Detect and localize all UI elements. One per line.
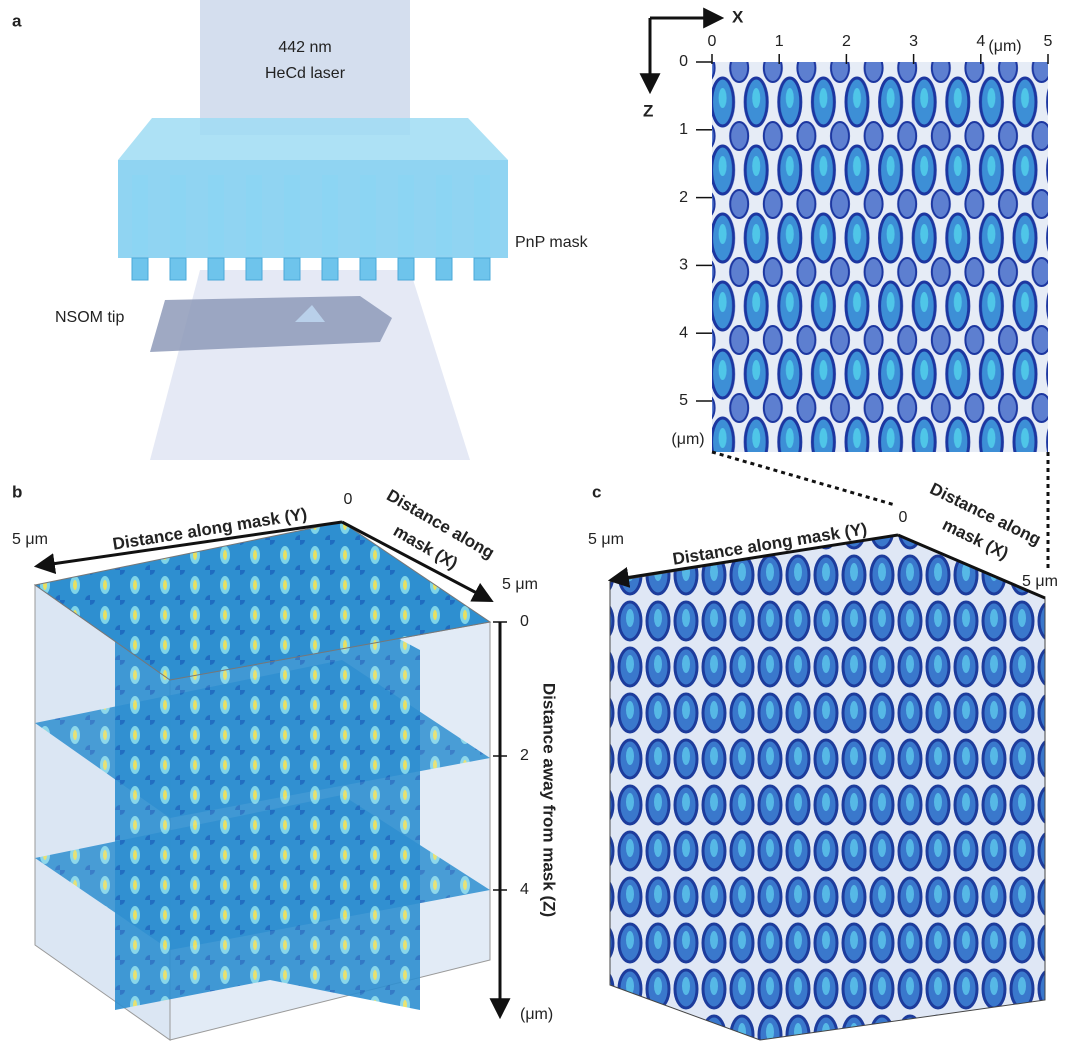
x-tick-label: 5 — [1044, 33, 1053, 50]
panel-label: c — [592, 482, 601, 501]
axis-end: 5 μm — [1022, 573, 1058, 590]
axis-end: 5 μm — [502, 576, 538, 593]
mask-top — [118, 118, 508, 160]
pillar — [208, 258, 224, 280]
panel-label: a — [12, 11, 22, 30]
x-tick-label: 2 — [842, 33, 851, 50]
pillar — [360, 175, 376, 255]
pillar — [474, 175, 490, 255]
pillar — [284, 175, 300, 255]
laser-label: HeCd laser — [265, 65, 346, 82]
pillar — [132, 258, 148, 280]
pillar — [170, 175, 186, 255]
axis-end: 5 μm — [588, 531, 624, 548]
pillar — [246, 258, 262, 280]
pillar — [284, 258, 300, 280]
x-tick-label: 3 — [909, 33, 918, 50]
pillar — [246, 175, 262, 255]
mask-label: PnP mask — [515, 234, 589, 251]
z-tick-label: 3 — [679, 257, 688, 274]
laser-label: 442 nm — [278, 39, 331, 56]
page: a 442 nm HeCd laser PnP mask NSOM tip X … — [0, 0, 1068, 1042]
axis-label: Z — [643, 101, 653, 120]
axis-label: Distance away from mask (Z) — [540, 683, 559, 917]
unit-label: (μm) — [988, 38, 1021, 55]
z-tick-label: 2 — [679, 189, 688, 206]
pillar — [436, 258, 452, 280]
pillar — [398, 175, 414, 255]
tip-label: NSOM tip — [55, 309, 124, 326]
pillar — [474, 258, 490, 280]
pnp-mask — [118, 118, 508, 280]
figure: a 442 nm HeCd laser PnP mask NSOM tip X … — [0, 0, 1068, 1042]
z-tick-label: 0 — [679, 53, 688, 70]
pillar — [322, 258, 338, 280]
z-tick-label: 1 — [679, 121, 688, 138]
pillar — [132, 175, 148, 255]
pillar — [170, 258, 186, 280]
unit-label: (μm) — [671, 431, 704, 448]
zoom-line — [712, 452, 895, 505]
z-tick-label: 0 — [520, 613, 529, 630]
pillar — [398, 258, 414, 280]
x-tick-label: 0 — [708, 33, 717, 50]
volume-render — [610, 535, 1045, 1040]
panel-label: b — [12, 482, 22, 501]
axis-label: X — [732, 7, 744, 26]
pillar — [436, 175, 452, 255]
z-tick-label: 4 — [520, 881, 529, 898]
pillar — [322, 175, 338, 255]
axis-end: 5 μm — [12, 531, 48, 548]
z-tick-label: 4 — [679, 324, 688, 341]
pillar — [360, 258, 376, 280]
z-tick-label: 2 — [520, 747, 529, 764]
z-tick-label: 5 — [679, 392, 688, 409]
x-tick-label: 4 — [976, 33, 985, 50]
axis-start: 0 — [899, 509, 908, 526]
nsom-image — [712, 62, 1048, 452]
x-tick-label: 1 — [775, 33, 784, 50]
unit-label: (μm) — [520, 1006, 553, 1023]
pillar — [208, 175, 224, 255]
axis-start: 0 — [344, 491, 353, 508]
